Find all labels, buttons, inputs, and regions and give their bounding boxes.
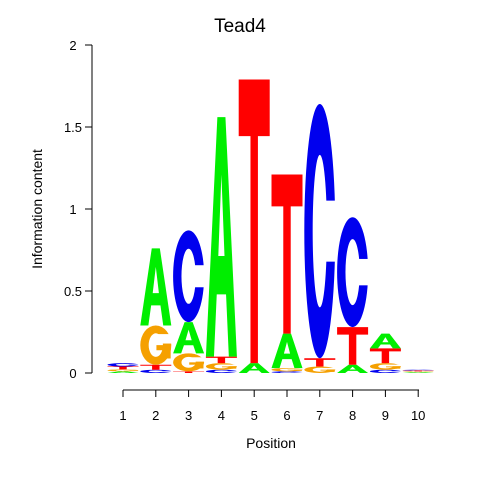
y-tick-label: 0.5 [64, 284, 82, 299]
logo-letter-G [402, 371, 435, 373]
logo-letter-T [140, 364, 172, 370]
x-tick-label: 4 [218, 408, 225, 423]
logo-letter-C [140, 369, 173, 373]
logo-letter-C [271, 371, 304, 373]
logo-letter-G [140, 325, 173, 365]
logo-letter-C [107, 363, 140, 367]
y-tick-label: 1.5 [64, 120, 82, 135]
logo-letter-C [205, 369, 239, 373]
logo-letter-T [402, 370, 434, 372]
x-tick-label: 10 [411, 408, 425, 423]
logo-letter-T [369, 348, 401, 364]
y-axis: 0 0.5 1 1.5 2 [64, 38, 93, 381]
logo-letter-T [271, 174, 303, 334]
logo-letter-A [402, 372, 434, 373]
x-tick-label: 8 [349, 408, 356, 423]
logo-letter-G [271, 368, 304, 372]
x-tick-label: 1 [119, 408, 126, 423]
logo-letter-G [107, 369, 140, 372]
logo-letter-A [173, 322, 205, 354]
logo-letter-T [107, 366, 139, 370]
logo-letter-G [304, 366, 337, 373]
logo-letter-A [238, 363, 270, 373]
chart-title: Tead4 [214, 16, 266, 37]
logo-letter-C [369, 369, 403, 373]
logo-letter-G [205, 363, 239, 370]
x-tick-label: 7 [316, 408, 323, 423]
logo-letter-T [337, 327, 369, 365]
x-axis: 1 2 3 4 5 6 7 8 9 10 [119, 389, 425, 423]
logo-letter-A [107, 371, 139, 373]
y-axis-label: Information content [29, 149, 45, 269]
logo-letter-T [238, 79, 270, 364]
logo-letter-A [205, 117, 237, 357]
x-tick-label: 2 [152, 408, 159, 423]
logo-letter-A [271, 333, 303, 369]
y-tick-label: 2 [69, 38, 76, 53]
logo-letter-C [337, 217, 370, 328]
logo-letter-C [402, 369, 435, 371]
x-tick-label: 5 [251, 408, 258, 423]
logo-letter-A [369, 333, 401, 349]
x-axis-label: Position [246, 435, 296, 451]
y-tick-label: 0 [69, 366, 76, 381]
logo-letter-G [369, 363, 403, 370]
logo-letter-C [304, 104, 337, 359]
logo-letter-T [304, 358, 336, 367]
logo-letter-T [205, 356, 237, 364]
y-tick-label: 1 [69, 202, 76, 217]
x-tick-label: 3 [185, 408, 192, 423]
logo-letters [107, 79, 435, 373]
logo-letter-C [173, 230, 206, 323]
x-tick-label: 9 [382, 408, 389, 423]
x-tick-label: 6 [283, 408, 290, 423]
logo-letter-A [337, 364, 369, 373]
logo-letter-G [173, 353, 206, 372]
logo-letter-T [173, 371, 205, 373]
logo-letter-A [140, 248, 172, 326]
